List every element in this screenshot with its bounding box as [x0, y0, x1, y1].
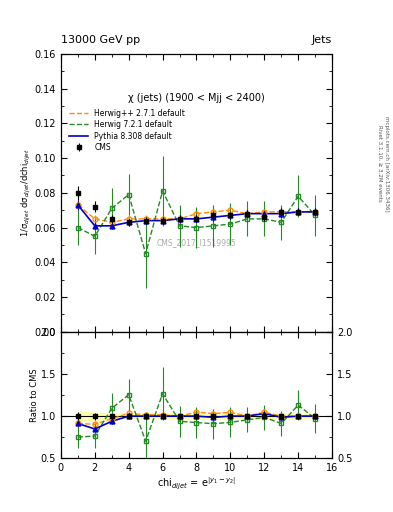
Pythia 8.308 default — [92, 223, 97, 229]
Line: Herwig 7.2.1 default: Herwig 7.2.1 default — [78, 191, 315, 253]
Herwig++ 2.7.1 default — [126, 216, 131, 222]
Pythia 8.308 default — [194, 216, 199, 222]
Pythia 8.308 default — [279, 210, 284, 217]
Herwig 7.2.1 default — [262, 216, 266, 222]
Herwig++ 2.7.1 default — [177, 216, 182, 222]
Pythia 8.308 default — [160, 218, 165, 224]
Herwig 7.2.1 default — [143, 250, 148, 257]
Herwig++ 2.7.1 default — [194, 210, 199, 217]
Pythia 8.308 default — [296, 209, 301, 215]
Herwig++ 2.7.1 default — [92, 216, 97, 222]
Pythia 8.308 default — [245, 210, 250, 217]
Herwig 7.2.1 default — [126, 191, 131, 198]
Herwig 7.2.1 default — [245, 216, 250, 222]
Pythia 8.308 default — [143, 218, 148, 224]
Herwig++ 2.7.1 default — [313, 209, 318, 215]
Text: CMS_2017_I1519995: CMS_2017_I1519995 — [157, 239, 236, 247]
Herwig 7.2.1 default — [160, 188, 165, 194]
Pythia 8.308 default — [211, 214, 216, 220]
Herwig++ 2.7.1 default — [279, 209, 284, 215]
Y-axis label: 1/σ$_{dijet}$ dσ$_{dijet}$/dchi$_{dijet}$: 1/σ$_{dijet}$ dσ$_{dijet}$/dchi$_{dijet}… — [20, 148, 33, 237]
Pythia 8.308 default — [126, 219, 131, 225]
Text: Rivet 3.1.10, ≥ 3.2M events: Rivet 3.1.10, ≥ 3.2M events — [377, 125, 382, 202]
Herwig 7.2.1 default — [313, 212, 318, 219]
Pythia 8.308 default — [177, 216, 182, 222]
Herwig 7.2.1 default — [296, 193, 301, 199]
Herwig 7.2.1 default — [177, 223, 182, 229]
Herwig++ 2.7.1 default — [109, 219, 114, 225]
Herwig 7.2.1 default — [92, 233, 97, 239]
Herwig++ 2.7.1 default — [211, 209, 216, 215]
X-axis label: chi$_{dijet}$ = e$^{|y_1-y_2|}$: chi$_{dijet}$ = e$^{|y_1-y_2|}$ — [157, 476, 236, 492]
Legend: Herwig++ 2.7.1 default, Herwig 7.2.1 default, Pythia 8.308 default, CMS: Herwig++ 2.7.1 default, Herwig 7.2.1 def… — [68, 108, 187, 154]
Herwig++ 2.7.1 default — [262, 209, 266, 215]
Herwig++ 2.7.1 default — [160, 216, 165, 222]
Text: Jets: Jets — [312, 35, 332, 45]
Herwig 7.2.1 default — [194, 224, 199, 230]
Herwig 7.2.1 default — [109, 205, 114, 211]
Y-axis label: Ratio to CMS: Ratio to CMS — [30, 368, 39, 422]
Text: 13000 GeV pp: 13000 GeV pp — [61, 35, 140, 45]
Line: Pythia 8.308 default: Pythia 8.308 default — [78, 205, 315, 226]
Pythia 8.308 default — [75, 202, 80, 208]
Herwig 7.2.1 default — [228, 221, 233, 227]
Pythia 8.308 default — [228, 212, 233, 219]
Pythia 8.308 default — [262, 210, 266, 217]
Herwig++ 2.7.1 default — [228, 207, 233, 214]
Herwig++ 2.7.1 default — [296, 209, 301, 215]
Herwig 7.2.1 default — [279, 219, 284, 225]
Text: mcplots.cern.ch [arXiv:1306.3436]: mcplots.cern.ch [arXiv:1306.3436] — [384, 116, 389, 211]
Herwig 7.2.1 default — [211, 223, 216, 229]
Herwig++ 2.7.1 default — [245, 210, 250, 217]
Herwig 7.2.1 default — [75, 224, 80, 230]
Pythia 8.308 default — [313, 209, 318, 215]
Herwig++ 2.7.1 default — [143, 216, 148, 222]
Line: Herwig++ 2.7.1 default: Herwig++ 2.7.1 default — [78, 205, 315, 222]
Pythia 8.308 default — [109, 223, 114, 229]
Text: χ (jets) (1900 < Mjj < 2400): χ (jets) (1900 < Mjj < 2400) — [128, 93, 265, 103]
Herwig++ 2.7.1 default — [75, 202, 80, 208]
